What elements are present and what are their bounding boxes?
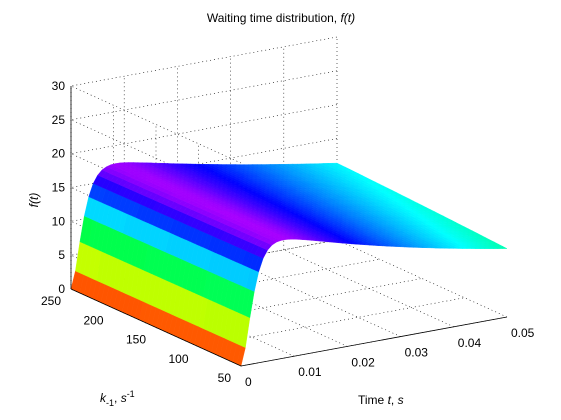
x-tick-label: 0.04 (458, 336, 482, 350)
surface (70, 162, 508, 367)
x-axis-label: Time t, s (358, 393, 404, 407)
grid-line-z (70, 36, 338, 164)
grid-line-floor-t (336, 239, 508, 318)
x-tick-label: 0 (245, 375, 252, 389)
z-tick-label: 10 (52, 214, 66, 228)
y-tick-label: 100 (168, 352, 188, 366)
y-axis-label: k-1, s-1 (100, 389, 135, 408)
y-tick-label: 50 (218, 371, 232, 385)
axes-box (70, 86, 508, 367)
x-tick-label: 0.02 (351, 355, 375, 369)
chart-title: Waiting time distribution, f(t) (207, 11, 355, 25)
axis-line (70, 288, 242, 367)
x-tick-label: 0.03 (405, 346, 429, 360)
axis-line (240, 316, 508, 367)
z-tick-label: 15 (52, 181, 66, 195)
y-tick-label: 250 (41, 294, 61, 308)
z-tick-label: 20 (52, 147, 66, 161)
y-tick-label: 150 (126, 333, 146, 347)
z-tick-label: 25 (52, 113, 66, 127)
z-axis-label: f(t) (27, 193, 41, 208)
x-tick-label: 0.01 (298, 365, 322, 379)
tick-labels: 0510152025305010015020025000.010.020.030… (41, 79, 535, 389)
z-tick-label: 30 (52, 79, 66, 93)
x-tick-label: 0.05 (511, 326, 535, 340)
z-tick-label: 0 (58, 282, 65, 296)
surface-patch (332, 162, 342, 166)
y-tick-label: 200 (83, 313, 103, 327)
z-tick-label: 5 (58, 248, 65, 262)
